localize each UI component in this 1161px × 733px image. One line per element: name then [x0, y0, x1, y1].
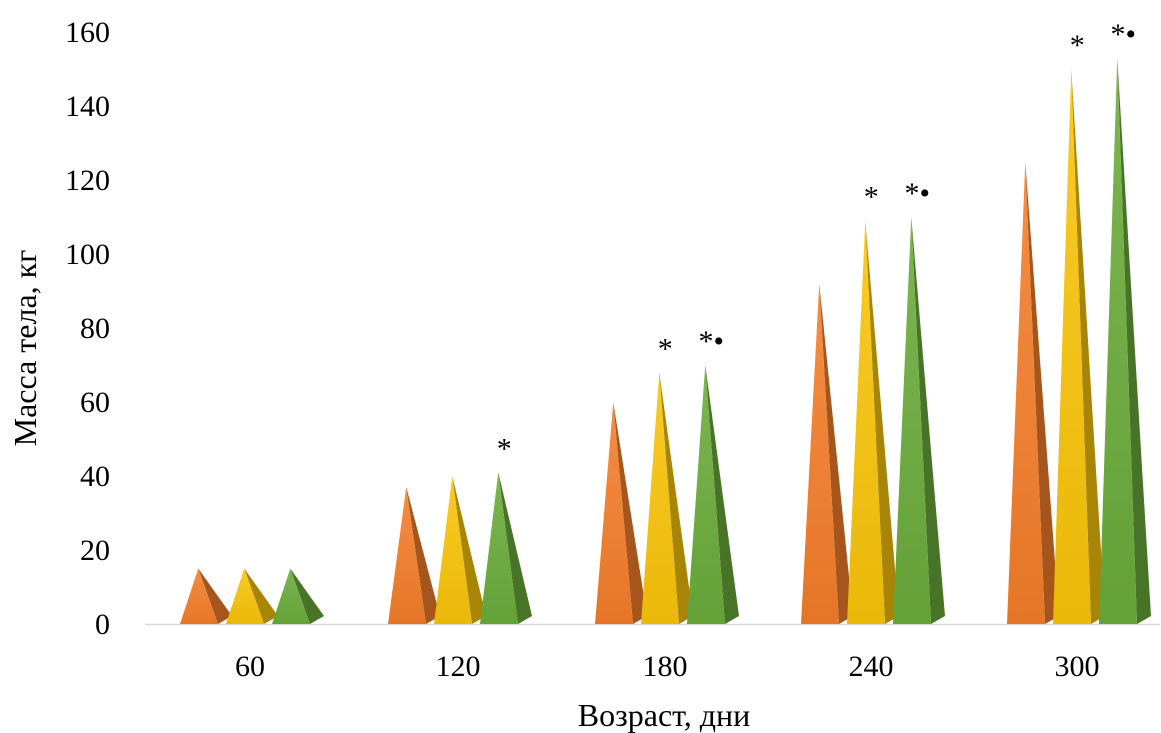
y-axis-ticks: 0 20 40 60 80 100 120 140 160 — [65, 16, 110, 641]
bar — [1099, 57, 1151, 624]
bar — [388, 487, 440, 624]
y-tick-label: 140 — [65, 90, 110, 123]
bar-side-face — [406, 487, 440, 624]
y-tick-label: 100 — [65, 238, 110, 271]
significance-annotation: * — [658, 332, 673, 365]
y-tick-label: 20 — [80, 534, 110, 567]
significance-annotation: *• — [904, 177, 930, 210]
bar-side-face — [659, 372, 693, 624]
x-tick-label: 240 — [849, 650, 894, 683]
significance-annotation: *• — [698, 325, 724, 358]
bar — [595, 402, 647, 624]
y-tick-label: 120 — [65, 164, 110, 197]
bar-front-face — [1053, 69, 1091, 624]
x-axis-title: Возраст, дни — [578, 697, 751, 733]
bar-side-face — [198, 568, 232, 624]
y-tick-label: 80 — [80, 312, 110, 345]
x-tick-label: 300 — [1055, 650, 1100, 683]
bar — [180, 568, 232, 624]
bar-front-face — [272, 568, 310, 624]
bar-front-face — [480, 472, 518, 624]
bar — [1053, 69, 1105, 624]
bar-front-face — [1099, 57, 1137, 624]
x-axis-ticks: 60 120 180 240 300 — [235, 650, 1100, 683]
bar-front-face — [388, 487, 426, 624]
bar — [893, 217, 945, 624]
bar — [687, 365, 739, 624]
x-tick-label: 120 — [436, 650, 481, 683]
bar-side-face — [1025, 161, 1059, 624]
bar — [641, 372, 693, 624]
bar-side-face — [452, 476, 486, 624]
bar-front-face — [801, 283, 839, 624]
y-tick-label: 0 — [95, 608, 110, 641]
bar — [434, 476, 486, 624]
y-tick-label: 40 — [80, 460, 110, 493]
x-tick-label: 180 — [643, 650, 688, 683]
bar-side-face — [819, 283, 853, 624]
bar-side-face — [290, 568, 324, 624]
y-tick-label: 160 — [65, 16, 110, 49]
bar-side-face — [498, 472, 532, 624]
annotations-group: * * *• * *• * *• — [497, 18, 1136, 465]
bar-front-face — [1007, 161, 1045, 624]
x-tick-label: 60 — [235, 650, 265, 683]
bar-front-face — [434, 476, 472, 624]
significance-annotation: *• — [1110, 18, 1136, 51]
bar-front-face — [180, 568, 218, 624]
bar-side-face — [613, 402, 647, 624]
bar-front-face — [893, 217, 931, 624]
bar-side-face — [1071, 69, 1105, 624]
bar-side-face — [865, 220, 899, 624]
bar-side-face — [1117, 57, 1151, 624]
bar-front-face — [687, 365, 725, 624]
bar-side-face — [705, 365, 739, 624]
significance-annotation: * — [1070, 29, 1085, 62]
bar-side-face — [911, 217, 945, 624]
bar — [480, 472, 532, 624]
significance-annotation: * — [864, 181, 879, 214]
bar-front-face — [641, 372, 679, 624]
bar — [272, 568, 324, 624]
bar-front-face — [595, 402, 633, 624]
bar-front-face — [847, 220, 885, 624]
bar — [801, 283, 853, 624]
significance-annotation: * — [497, 432, 512, 465]
bar-side-face — [244, 568, 278, 624]
bars-group — [180, 57, 1151, 624]
bar — [1007, 161, 1059, 624]
y-tick-label: 60 — [80, 386, 110, 419]
bar — [847, 220, 899, 624]
bar — [226, 568, 278, 624]
y-axis-title: Масса тела, кг — [7, 250, 43, 447]
bar-front-face — [226, 568, 264, 624]
